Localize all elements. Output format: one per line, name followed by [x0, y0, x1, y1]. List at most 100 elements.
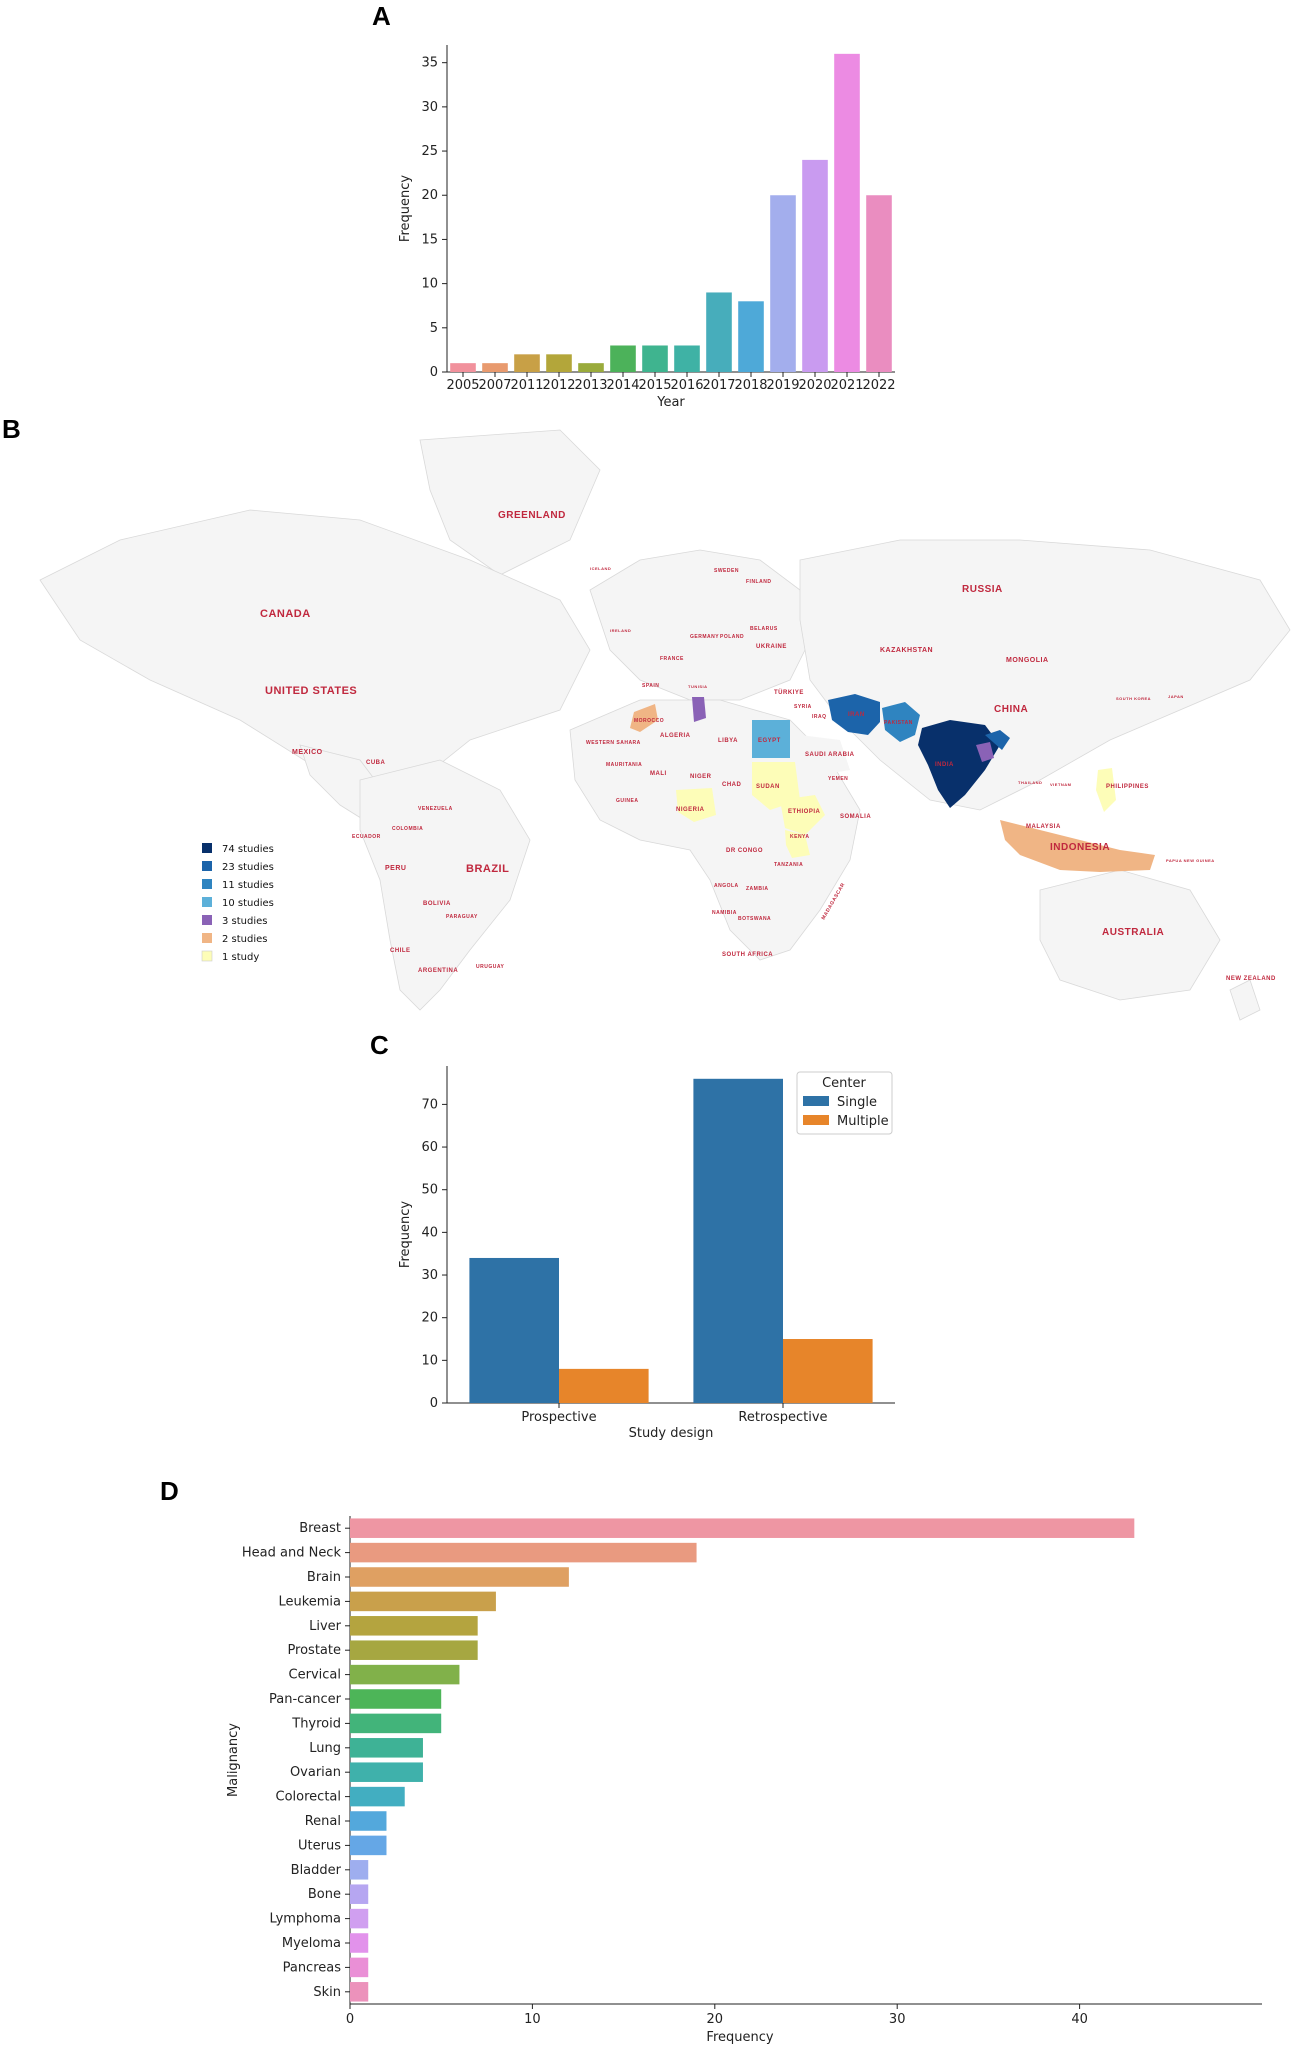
map-label-philippines: PHILIPPINES — [1106, 784, 1149, 790]
chart-a-y-tick-label: 30 — [421, 100, 438, 115]
chart-d-bar — [350, 1884, 369, 1904]
legend-swatch-23 — [202, 861, 212, 871]
chart-d-bar — [350, 1860, 369, 1880]
chart-a-bar — [546, 354, 572, 372]
chart-d-y-tick-label: Cervical — [289, 1668, 341, 1683]
map-label-bolivia: BOLIVIA — [423, 901, 451, 907]
map-label-argentina: ARGENTINA — [418, 968, 458, 974]
map-label-somalia: SOMALIA — [840, 814, 871, 820]
legend-swatch-74 — [202, 843, 212, 853]
chart-c-legend-title: Center — [822, 1076, 866, 1091]
map-label-brazil: BRAZIL — [466, 863, 509, 875]
chart-a-x-tick-label: 2005 — [446, 378, 479, 393]
chart-c-legend-label-single: Single — [837, 1095, 877, 1110]
chart-c-x-tick-label: Retrospective — [738, 1410, 827, 1425]
legend-label-23: 23 studies — [222, 862, 274, 873]
landmass-north-america — [39, 509, 591, 801]
chart-a-x-tick-label: 2019 — [766, 378, 799, 393]
landmass-greenland — [419, 429, 601, 576]
chart-a-bar — [866, 195, 892, 372]
map-label-mali: MALI — [650, 771, 667, 777]
map-label-ukraine: UKRAINE — [756, 644, 787, 650]
chart-c-bar-single — [693, 1078, 783, 1403]
chart-a-y-tick-label: 5 — [430, 321, 438, 336]
chart-a-y-axis-title: Frequency — [398, 175, 413, 242]
legend-label-74: 74 studies — [222, 844, 274, 855]
map-legend: 74 studies 23 studies 11 studies 10 stud… — [201, 843, 274, 963]
map-label-chad: CHAD — [722, 782, 741, 788]
legend-swatch-1 — [201, 950, 213, 962]
chart-a-bar — [706, 292, 732, 372]
map-label-china: CHINA — [994, 704, 1028, 715]
world-map: GREENLAND CANADA UNITED STATES MEXICO CU… — [39, 429, 1291, 1021]
landmass-australia — [1039, 869, 1221, 1001]
chart-d-bar — [350, 1738, 423, 1758]
chart-d-bar — [350, 1567, 569, 1587]
chart-c-y-tick-label: 30 — [421, 1268, 438, 1283]
chart-a-x-tick-label: 2017 — [702, 378, 735, 393]
map-label-kenya: KENYA — [790, 834, 810, 840]
map-label-chile: CHILE — [390, 948, 411, 954]
chart-a-bar — [482, 363, 508, 372]
chart-d-x-tick-label: 10 — [524, 2012, 541, 2027]
map-label-canada: CANADA — [260, 608, 311, 620]
chart-c-y-tick-label: 0 — [430, 1396, 438, 1411]
chart-a-y-tick-label: 20 — [421, 188, 438, 203]
map-label-mauritania: MAURITANIA — [606, 762, 642, 768]
country-morocco — [630, 704, 658, 732]
chart-d-bar — [350, 1786, 405, 1807]
map-label-ecuador: ECUADOR — [352, 834, 381, 840]
country-pakistan — [882, 702, 920, 742]
chart-a-y-tick-label: 10 — [421, 277, 438, 292]
map-label-colombia: COLOMBIA — [392, 826, 423, 832]
map-label-kazakhstan: KAZAKHSTAN — [880, 647, 933, 654]
map-label-thailand: THAILAND — [1018, 780, 1042, 785]
chart-a-bar — [834, 53, 860, 373]
chart-c-y-axis-title: Frequency — [398, 1201, 413, 1268]
country-india — [918, 720, 1000, 808]
chart-d-bar — [350, 1713, 442, 1734]
chart-d-bar — [350, 1835, 387, 1856]
map-label-iraq: IRAQ — [812, 714, 827, 720]
chart-d-bar — [350, 1908, 369, 1929]
chart-d-bar — [350, 1640, 478, 1660]
chart-a-bar — [642, 345, 668, 372]
chart-c-y-tick-label: 10 — [421, 1353, 438, 1368]
chart-d-bar — [350, 1518, 1135, 1538]
chart-a-bar — [738, 301, 764, 372]
map-label-indonesia: INDONESIA — [1050, 842, 1110, 853]
country-china — [985, 730, 1010, 750]
chart-a: 0510152025303520052007201120122013201420… — [398, 45, 896, 410]
chart-a-bar — [450, 363, 476, 372]
country-ethiopia — [780, 795, 825, 835]
landmass-asia — [799, 539, 1291, 811]
map-label-france: FRANCE — [660, 656, 684, 662]
chart-c-legend-swatch-single — [803, 1096, 829, 1106]
chart-a-x-axis-title: Year — [656, 395, 685, 410]
map-label-zambia: ZAMBIA — [746, 886, 768, 892]
chart-d-y-axis-title: Malignancy — [226, 1723, 241, 1797]
map-label-sudan: SUDAN — [756, 784, 780, 790]
map-label-saudi-arabia: SAUDI ARABIA — [805, 752, 855, 758]
chart-a-bar — [770, 195, 796, 372]
country-indonesia — [1000, 820, 1155, 872]
chart-d-bar — [350, 1811, 387, 1831]
chart-d-bar — [350, 1982, 369, 2002]
map-label-poland: POLAND — [720, 634, 744, 640]
panel-letter-d: D — [160, 1476, 179, 1506]
map-label-uruguay: URUGUAY — [476, 964, 504, 970]
map-label-mongolia: MONGOLIA — [1006, 657, 1049, 664]
map-label-ethiopia: ETHIOPIA — [788, 809, 821, 815]
chart-a-y-tick-label: 25 — [421, 144, 438, 159]
legend-label-2: 2 studies — [222, 934, 268, 945]
map-label-tanzania: TANZANIA — [774, 862, 803, 868]
map-label-nigeria: NIGERIA — [676, 807, 705, 813]
chart-c-y-tick-label: 50 — [421, 1183, 438, 1198]
chart-d-y-tick-label: Prostate — [287, 1643, 341, 1658]
chart-a-bar — [802, 159, 828, 372]
map-label-malaysia: MALAYSIA — [1026, 824, 1061, 830]
chart-c-legend-label-multiple: Multiple — [837, 1114, 889, 1129]
chart-c-bar-multiple — [783, 1339, 873, 1403]
map-label-namibia: NAMIBIA — [712, 910, 737, 916]
chart-a-x-tick-label: 2021 — [830, 378, 863, 393]
